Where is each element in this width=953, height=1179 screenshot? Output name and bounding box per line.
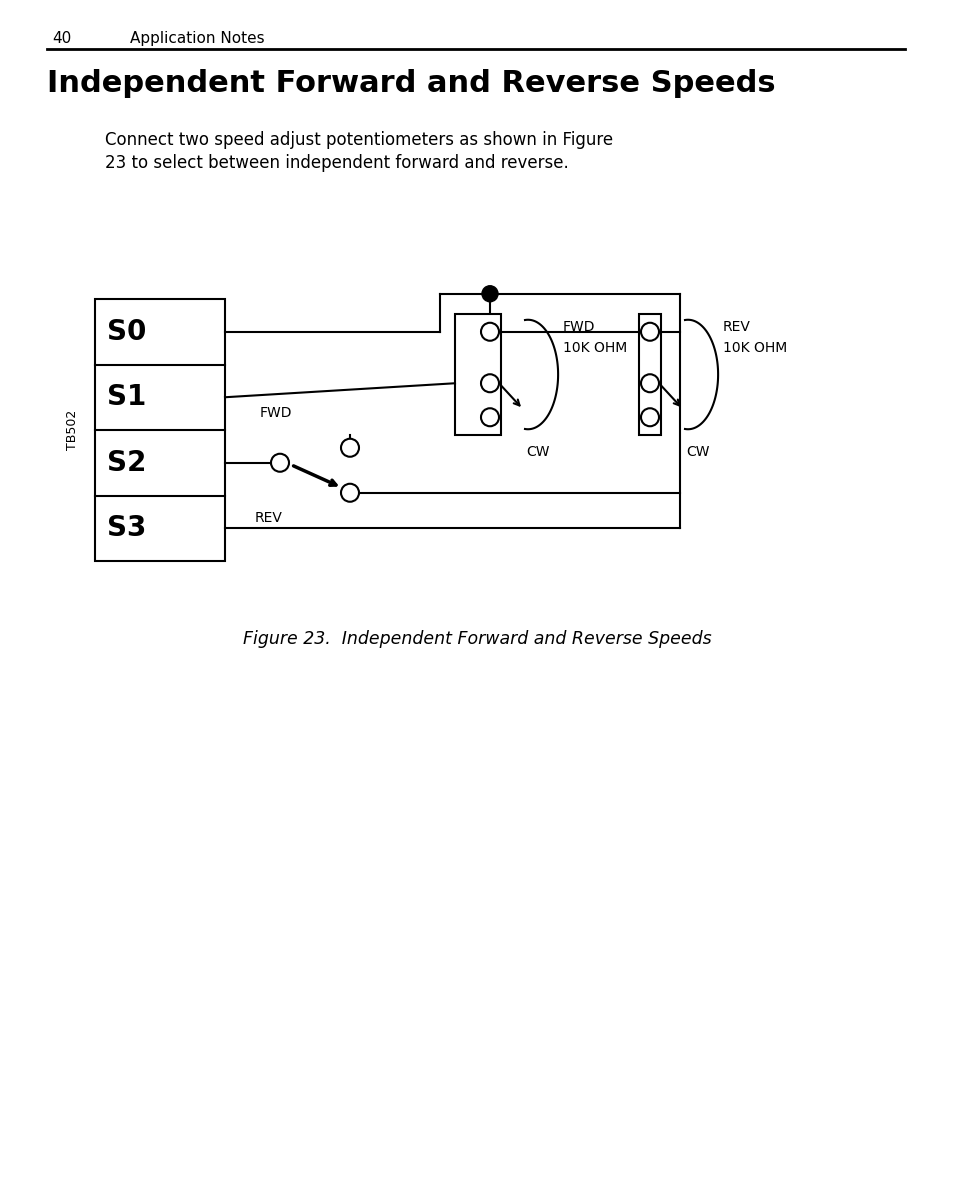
Text: FWD: FWD xyxy=(562,320,595,334)
Circle shape xyxy=(480,408,498,427)
Text: 23 to select between independent forward and reverse.: 23 to select between independent forward… xyxy=(105,154,568,172)
Text: S0: S0 xyxy=(107,318,146,345)
Text: CW: CW xyxy=(526,446,549,460)
Bar xyxy=(455,314,500,435)
Text: FWD: FWD xyxy=(260,406,293,420)
Circle shape xyxy=(271,454,289,472)
Text: 10K OHM: 10K OHM xyxy=(562,341,626,355)
Circle shape xyxy=(640,374,659,393)
Circle shape xyxy=(640,408,659,427)
Text: Independent Forward and Reverse Speeds: Independent Forward and Reverse Speeds xyxy=(47,70,775,98)
Text: CW: CW xyxy=(685,446,709,460)
Bar xyxy=(639,314,660,435)
Text: S2: S2 xyxy=(107,449,146,476)
Circle shape xyxy=(340,483,358,502)
Circle shape xyxy=(340,439,358,456)
Text: Application Notes: Application Notes xyxy=(130,31,264,46)
Text: REV: REV xyxy=(254,512,283,526)
Text: Connect two speed adjust potentiometers as shown in Figure: Connect two speed adjust potentiometers … xyxy=(105,131,613,149)
Text: Figure 23.  Independent Forward and Reverse Speeds: Figure 23. Independent Forward and Rever… xyxy=(242,630,711,648)
Text: REV: REV xyxy=(722,320,750,334)
Circle shape xyxy=(480,323,498,341)
Text: S3: S3 xyxy=(107,514,146,542)
Text: 40: 40 xyxy=(52,31,71,46)
Text: S1: S1 xyxy=(107,383,146,411)
Text: 10K OHM: 10K OHM xyxy=(722,341,786,355)
Text: TB502: TB502 xyxy=(67,410,79,450)
Circle shape xyxy=(480,374,498,393)
Circle shape xyxy=(481,285,497,302)
Bar xyxy=(95,299,225,561)
Circle shape xyxy=(640,323,659,341)
